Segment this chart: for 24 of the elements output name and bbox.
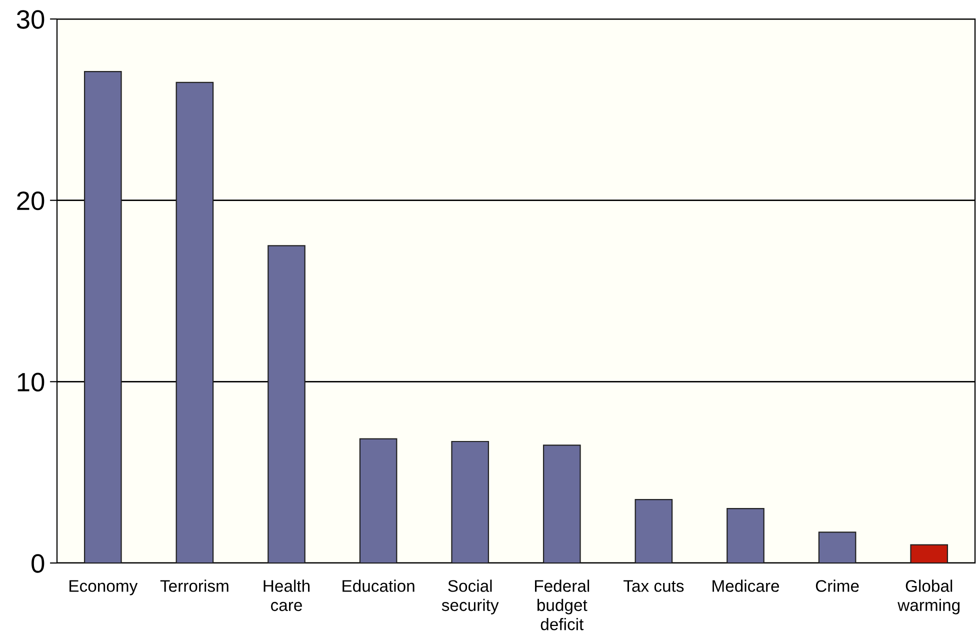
bar — [84, 71, 122, 563]
x-tick-label: Health care — [264, 580, 310, 612]
y-tick-label: 20 — [17, 191, 44, 210]
x-tick-label: Social security — [442, 580, 499, 614]
x-tick-label: Tax cuts — [624, 580, 684, 592]
x-tick-label: Education — [342, 580, 414, 592]
x-tick-label: Economy — [70, 580, 138, 596]
x-tick-label: Federal budget deficit — [535, 580, 590, 630]
bar — [634, 498, 673, 563]
bar — [910, 544, 948, 563]
bar — [451, 440, 490, 563]
bar — [818, 532, 856, 563]
x-tick-label: Global warming — [898, 580, 960, 614]
x-tick-label: Medicare — [712, 580, 780, 592]
bar — [359, 438, 398, 563]
y-tick-label: 10 — [18, 372, 44, 392]
bar — [268, 245, 306, 563]
x-tick-label: Crime — [816, 580, 859, 592]
bar — [542, 444, 581, 563]
bar — [726, 508, 764, 563]
bar — [176, 82, 214, 563]
x-tick-label: Terrorism — [160, 580, 228, 592]
y-tick-label: 30 — [16, 10, 44, 29]
y-tick-label: 0 — [32, 554, 44, 573]
